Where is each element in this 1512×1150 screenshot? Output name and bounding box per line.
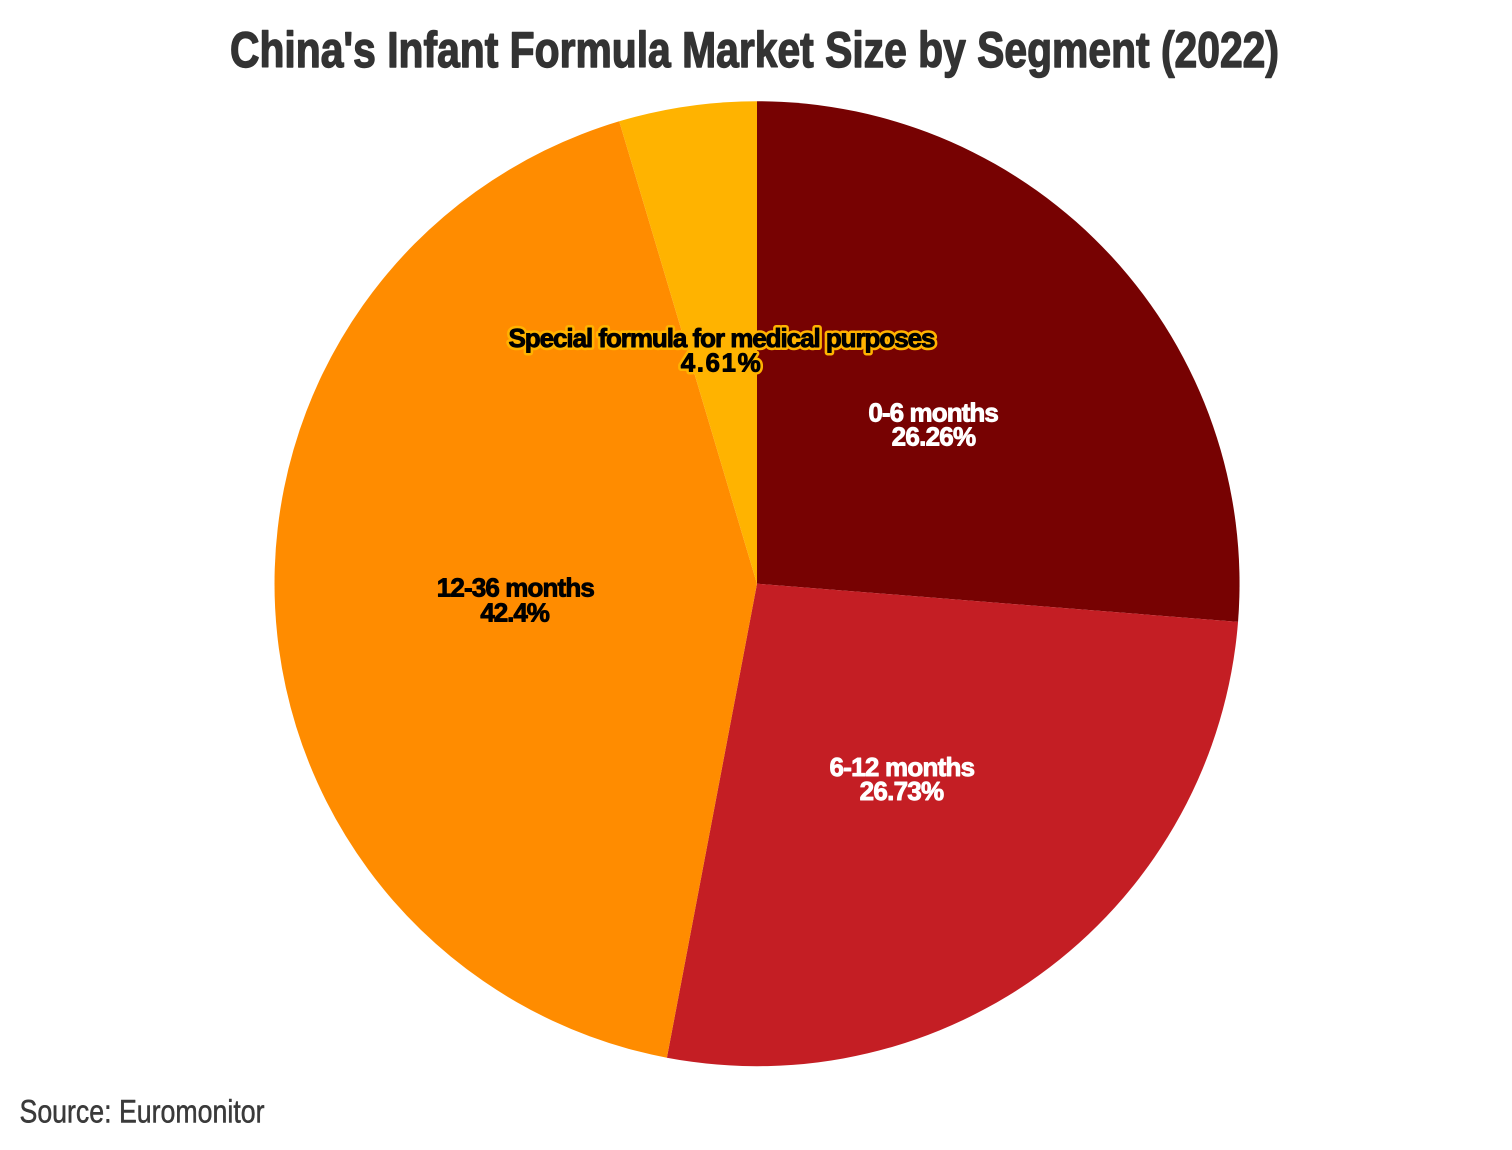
svg-text:China's Infant Formula Market: China's Infant Formula Market Size by Se…	[230, 22, 1279, 78]
svg-text:4.61%: 4.61%	[681, 348, 761, 378]
svg-text:6-12 months: 6-12 months	[830, 752, 976, 782]
svg-text:Special formula for medical pu: Special formula for medical purposes	[509, 323, 936, 353]
svg-text:Special formula for medical pu: Special formula for medical purposes	[509, 323, 936, 353]
svg-text:0-6 months: 0-6 months	[868, 397, 999, 427]
svg-text:42.4%: 42.4%	[480, 598, 550, 628]
svg-text:12-36 months: 12-36 months	[437, 573, 595, 603]
svg-text:26.73%: 26.73%	[860, 776, 945, 806]
svg-text:Source: Euromonitor: Source: Euromonitor	[20, 1093, 265, 1129]
svg-text:4.61%: 4.61%	[681, 348, 761, 378]
svg-text:26.26%: 26.26%	[892, 422, 977, 452]
